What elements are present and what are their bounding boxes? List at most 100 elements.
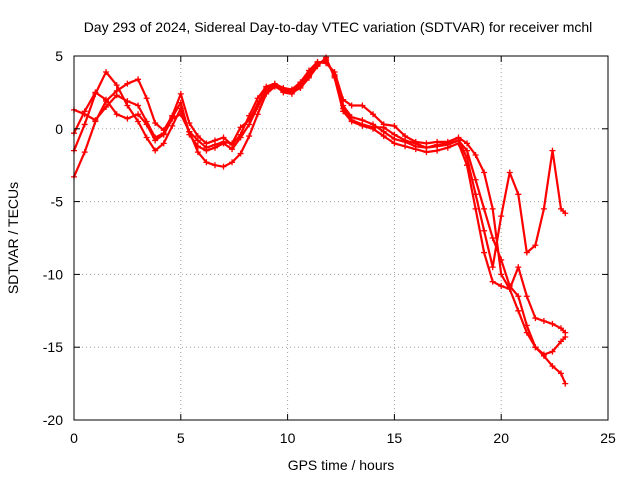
data-point	[506, 285, 513, 292]
data-point	[135, 111, 142, 118]
data-point	[113, 82, 120, 89]
data-point	[370, 111, 377, 118]
x-tick-label: 0	[70, 430, 78, 446]
data-point	[472, 205, 479, 212]
data-point	[532, 315, 539, 322]
data-point	[81, 121, 88, 128]
data-point	[391, 131, 398, 138]
data-point	[549, 348, 556, 355]
y-tick-label: 5	[55, 48, 63, 64]
data-point	[391, 122, 398, 129]
data-point	[254, 101, 261, 108]
data-point	[229, 140, 236, 147]
data-point	[135, 102, 142, 109]
x-tick-label: 20	[493, 430, 509, 446]
data-point	[549, 363, 556, 370]
data-point	[532, 344, 539, 351]
data-point	[246, 117, 253, 124]
series-line	[72, 56, 567, 385]
data-point	[558, 205, 565, 212]
data-point	[169, 122, 176, 129]
y-axis-label: SDTVAR / TECUs	[5, 182, 21, 294]
series-4	[71, 55, 569, 271]
y-tick-label: 0	[55, 121, 63, 137]
data-point	[532, 242, 539, 249]
data-point	[124, 115, 131, 122]
data-point	[412, 140, 419, 147]
data-point	[177, 90, 184, 97]
data-point	[211, 162, 218, 169]
data-point	[314, 61, 321, 68]
data-point	[370, 124, 377, 131]
data-point	[160, 140, 167, 147]
data-point	[92, 118, 99, 125]
data-point	[340, 105, 347, 112]
data-point	[523, 322, 530, 329]
data-point	[472, 176, 479, 183]
data-point	[515, 191, 522, 198]
data-point	[297, 83, 304, 90]
data-point	[489, 264, 496, 271]
data-point	[323, 55, 330, 62]
data-point	[113, 111, 120, 118]
data-point	[464, 154, 471, 161]
data-point	[280, 89, 287, 96]
data-point	[481, 205, 488, 212]
data-point	[455, 137, 462, 144]
data-point	[113, 87, 120, 94]
data-point	[237, 131, 244, 138]
data-point	[194, 143, 201, 150]
data-point	[540, 317, 547, 324]
data-point	[423, 144, 430, 151]
x-tick-label: 10	[280, 430, 296, 446]
data-point	[246, 133, 253, 140]
data-point	[135, 118, 142, 125]
data-point	[220, 163, 227, 170]
data-point	[92, 89, 99, 96]
grid	[74, 56, 608, 420]
data-point	[498, 271, 505, 278]
data-point	[203, 144, 210, 151]
data-point	[186, 119, 193, 126]
data-point	[464, 140, 471, 147]
data-point	[540, 205, 547, 212]
series-3	[71, 58, 569, 336]
data-point	[124, 80, 131, 87]
y-tick-label: -20	[43, 412, 63, 428]
data-point	[194, 137, 201, 144]
data-point	[549, 147, 556, 154]
data-point	[160, 131, 167, 138]
data-point	[506, 169, 513, 176]
data-point	[558, 325, 565, 332]
data-point	[481, 249, 488, 256]
data-point	[489, 235, 496, 241]
data-point	[177, 111, 184, 118]
data-point	[434, 141, 441, 148]
data-point	[152, 147, 159, 154]
data-point	[288, 90, 295, 97]
data-point	[263, 85, 270, 92]
data-point	[143, 134, 150, 141]
data-point	[237, 150, 244, 157]
series-2	[71, 57, 569, 358]
data-point	[489, 278, 496, 285]
y-tick-label: -15	[43, 339, 63, 355]
data-point	[305, 67, 312, 74]
axis-ticks: 0 5 10 15 20 25 5 0 -5 -10 -15 -20	[43, 48, 616, 446]
data-point	[237, 124, 244, 131]
data-point	[380, 124, 387, 131]
chart-title: Day 293 of 2024, Sidereal Day-to-day VTE…	[84, 19, 593, 35]
data-point	[194, 149, 201, 156]
data-point	[562, 380, 569, 387]
data-point	[481, 169, 488, 176]
data-point	[558, 370, 565, 377]
data-point	[348, 102, 355, 109]
data-point	[220, 138, 227, 145]
data-point	[359, 121, 366, 128]
data-point	[271, 82, 278, 89]
x-tick-label: 5	[177, 430, 185, 446]
data-point	[152, 137, 159, 144]
data-point	[489, 205, 496, 212]
data-point	[523, 249, 530, 256]
